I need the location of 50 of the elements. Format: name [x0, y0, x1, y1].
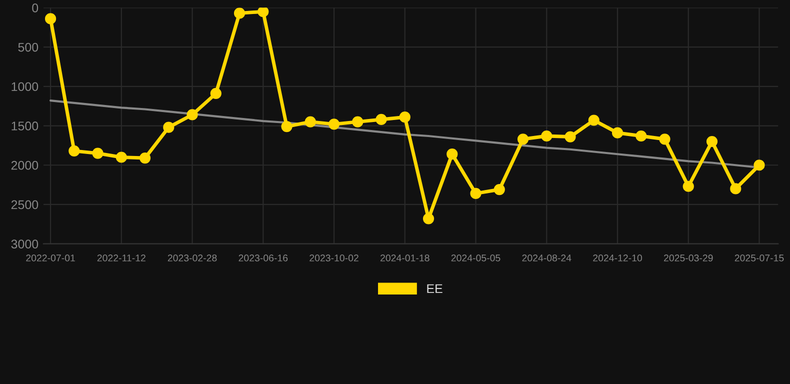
point — [186, 109, 198, 120]
point — [588, 114, 600, 126]
point — [682, 180, 694, 192]
y-tick-label: 1000 — [12, 82, 38, 92]
point — [517, 134, 529, 145]
point — [234, 8, 246, 19]
x-tick-label: 2022-11-12 — [97, 254, 146, 262]
point — [636, 130, 647, 142]
x-tick-label: 2024-12-10 — [593, 254, 642, 262]
point — [376, 114, 387, 126]
point — [659, 134, 670, 145]
point — [258, 8, 269, 18]
point — [163, 122, 174, 133]
point — [399, 112, 410, 123]
point — [564, 131, 576, 142]
point — [116, 152, 127, 163]
point — [470, 188, 482, 200]
point — [304, 116, 316, 128]
y-tick-label: 2000 — [11, 160, 38, 170]
x-tick-label: 2024-08-24 — [522, 254, 572, 262]
point — [706, 136, 718, 148]
point — [446, 148, 458, 160]
point — [281, 120, 292, 132]
point — [139, 152, 151, 164]
point — [754, 160, 765, 171]
point — [612, 127, 624, 138]
x-tick-label: 2023-10-02 — [310, 254, 358, 262]
x-tick-label: 2024-05-05 — [451, 254, 500, 262]
y-tick-label: 0 — [32, 3, 38, 12]
point — [92, 148, 104, 159]
x-tick-label: 2025-03-29 — [664, 254, 713, 262]
x-tick-label: 2022-07-01 — [26, 254, 75, 262]
point — [210, 88, 222, 100]
point — [541, 130, 552, 142]
y-tick-label: 1500 — [12, 122, 38, 130]
point — [44, 13, 56, 24]
y-tick-label: 3000 — [11, 240, 38, 248]
x-tick-label: 2024-01-18 — [380, 254, 430, 262]
x-tick-label: 2023-06-16 — [238, 254, 288, 262]
x-tick-label: 2025-07-15 — [734, 254, 784, 262]
legend-label: EE — [427, 284, 442, 293]
y-tick-label: 2500 — [11, 200, 38, 210]
y-tick-label: 500 — [18, 42, 38, 52]
point — [422, 213, 434, 224]
point — [68, 145, 80, 157]
point — [352, 116, 364, 128]
point — [328, 118, 340, 130]
point — [730, 183, 742, 194]
point — [494, 184, 505, 196]
x-tick-label: 2023-02-28 — [168, 254, 217, 262]
